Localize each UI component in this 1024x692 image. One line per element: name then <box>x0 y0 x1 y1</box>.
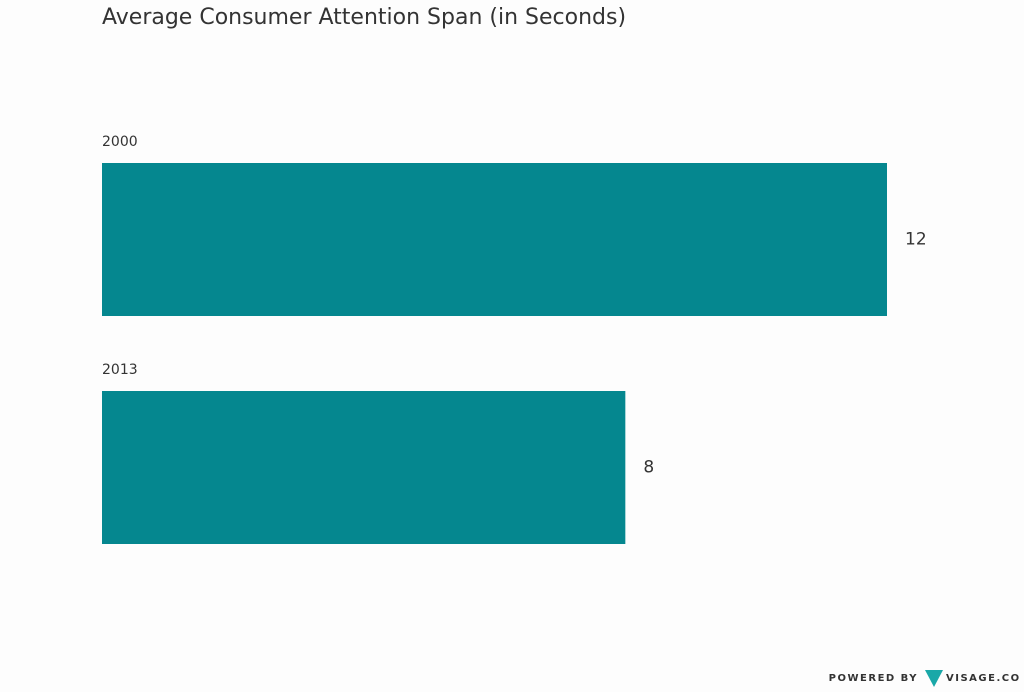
brand-name: VISAGE.CO <box>946 673 1021 684</box>
category-label: 2000 <box>102 134 138 150</box>
footer: POWERED BY VISAGE.CO <box>829 670 1021 687</box>
powered-by: POWERED BY <box>829 673 918 684</box>
chart-title: Average Consumer Attention Span (in Seco… <box>102 5 626 30</box>
brand-logo <box>925 670 943 687</box>
category-label: 2013 <box>102 362 138 378</box>
bar <box>102 163 887 316</box>
bar <box>102 391 626 544</box>
value-label: 12 <box>905 230 927 250</box>
value-label: 8 <box>643 458 654 478</box>
